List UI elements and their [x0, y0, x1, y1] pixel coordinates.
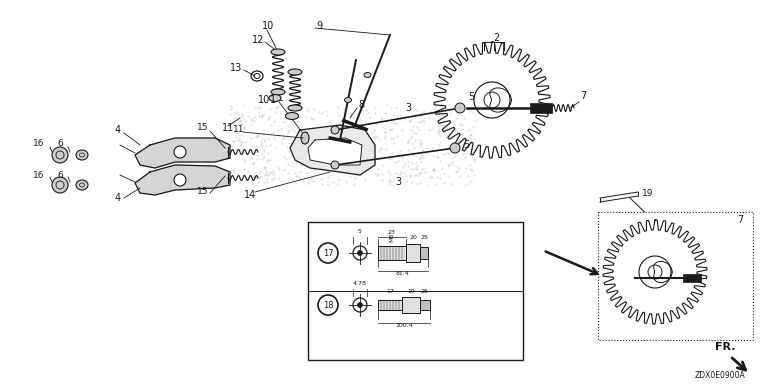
- Text: 3: 3: [395, 177, 401, 187]
- Text: FR.: FR.: [715, 342, 736, 352]
- Text: 11: 11: [233, 126, 244, 134]
- Text: 4: 4: [115, 193, 121, 203]
- Bar: [683, 274, 701, 282]
- Bar: [378, 246, 406, 260]
- Text: 1: 1: [270, 95, 276, 105]
- Ellipse shape: [76, 150, 88, 160]
- Ellipse shape: [286, 113, 299, 119]
- Text: M8: M8: [389, 233, 395, 242]
- Text: 20: 20: [409, 235, 417, 240]
- Text: 5: 5: [463, 140, 469, 150]
- Text: 5: 5: [468, 92, 475, 102]
- Text: 25: 25: [420, 235, 428, 240]
- Circle shape: [353, 246, 367, 260]
- Ellipse shape: [271, 49, 285, 55]
- Circle shape: [353, 298, 367, 312]
- Text: 14: 14: [244, 190, 257, 200]
- Text: 4.78: 4.78: [353, 281, 367, 286]
- Polygon shape: [290, 125, 375, 175]
- Ellipse shape: [269, 94, 281, 101]
- Bar: [402, 297, 420, 313]
- Text: ZDX0E0900A: ZDX0E0900A: [694, 371, 746, 380]
- Text: 100.4: 100.4: [396, 323, 413, 328]
- Circle shape: [455, 103, 465, 113]
- Text: 16: 16: [33, 139, 45, 147]
- Text: 11: 11: [222, 123, 234, 133]
- Text: 4: 4: [115, 125, 121, 135]
- Text: 5: 5: [358, 229, 362, 234]
- Text: 19: 19: [407, 289, 415, 294]
- Text: 3: 3: [405, 103, 411, 113]
- Circle shape: [318, 295, 338, 315]
- Text: 2: 2: [493, 33, 499, 43]
- Polygon shape: [308, 138, 362, 165]
- Text: 16: 16: [33, 170, 45, 179]
- Ellipse shape: [52, 147, 68, 163]
- Text: 15: 15: [197, 187, 208, 197]
- Text: 10: 10: [258, 95, 270, 105]
- Ellipse shape: [271, 89, 285, 95]
- Circle shape: [331, 126, 339, 134]
- Polygon shape: [135, 165, 230, 195]
- Text: 8: 8: [358, 100, 364, 110]
- Text: 23: 23: [388, 230, 396, 235]
- Ellipse shape: [301, 132, 309, 144]
- Circle shape: [318, 243, 338, 263]
- Ellipse shape: [364, 73, 371, 78]
- Ellipse shape: [345, 98, 352, 103]
- Circle shape: [450, 143, 460, 153]
- Ellipse shape: [288, 105, 302, 111]
- Circle shape: [174, 174, 186, 186]
- Bar: [406, 244, 420, 262]
- Text: 25: 25: [420, 289, 428, 294]
- Text: 17: 17: [323, 248, 333, 258]
- Circle shape: [357, 250, 362, 255]
- Ellipse shape: [52, 177, 68, 193]
- Text: 7: 7: [737, 215, 743, 225]
- Text: 18: 18: [323, 301, 333, 310]
- Text: 7: 7: [580, 91, 586, 101]
- Text: 15: 15: [197, 124, 208, 132]
- Text: 12: 12: [252, 35, 264, 45]
- Bar: [420, 300, 430, 310]
- Text: 6: 6: [57, 170, 63, 179]
- Text: 13: 13: [230, 63, 242, 73]
- Bar: [308, 222, 523, 360]
- Circle shape: [331, 161, 339, 169]
- Text: 9: 9: [316, 21, 322, 31]
- Bar: [530, 103, 552, 113]
- Text: 19: 19: [642, 189, 654, 199]
- Bar: [420, 247, 428, 259]
- Bar: [598, 212, 753, 340]
- Ellipse shape: [76, 180, 88, 190]
- Text: 6: 6: [57, 139, 63, 147]
- Polygon shape: [135, 138, 230, 168]
- Text: 81.4: 81.4: [396, 271, 410, 276]
- Circle shape: [174, 146, 186, 158]
- Text: 10: 10: [262, 21, 274, 31]
- Bar: [378, 300, 402, 310]
- Circle shape: [357, 303, 362, 308]
- Text: 17: 17: [386, 289, 394, 294]
- Ellipse shape: [288, 69, 302, 75]
